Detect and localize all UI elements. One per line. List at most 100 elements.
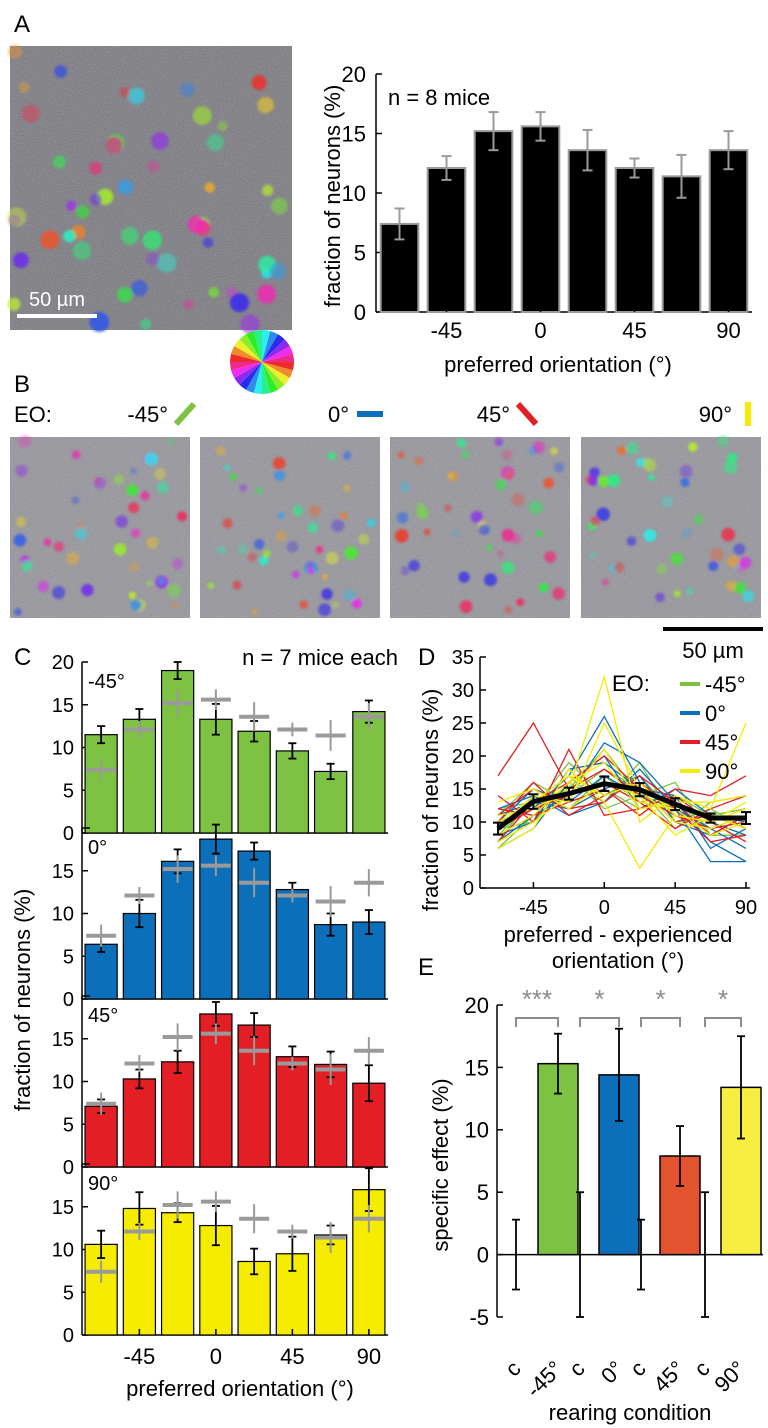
neuron (12, 252, 29, 269)
neuron (240, 314, 260, 334)
bar (275, 888, 310, 1000)
annotation: n = 8 mice (388, 85, 490, 110)
y-tick-label: 20 (342, 62, 366, 87)
neuron (613, 562, 624, 573)
neuron (251, 608, 258, 616)
neuron (89, 193, 102, 206)
bar (275, 750, 310, 834)
y-tick-label: 5 (63, 1114, 74, 1136)
neuron (154, 467, 167, 480)
neuron (458, 571, 470, 583)
bar (199, 718, 233, 834)
neuron (179, 82, 195, 98)
y-tick-label: 15 (465, 1055, 489, 1080)
neuron (15, 464, 28, 477)
neuron (239, 484, 247, 492)
bar (537, 1062, 579, 1256)
neuron (144, 452, 158, 466)
neuron (529, 500, 543, 515)
neuron (172, 557, 184, 569)
neuron (269, 262, 287, 280)
wheel-segment (262, 331, 278, 362)
neuron (643, 529, 657, 542)
neuron (723, 460, 738, 475)
orientation-color-wheel (230, 330, 294, 394)
neuron (206, 133, 224, 152)
significance-bracket (579, 1017, 620, 1027)
neuron (130, 467, 138, 475)
neuron (307, 567, 314, 575)
wheel-segment (262, 353, 294, 362)
neuron (7, 297, 21, 311)
neuron (501, 449, 513, 461)
bar (84, 734, 118, 834)
x-tick-label: c (500, 1356, 525, 1381)
bar (237, 730, 271, 834)
neuron (721, 527, 735, 542)
neuron (286, 540, 299, 553)
neuron (157, 577, 166, 585)
neuron (400, 566, 410, 576)
neuron (423, 528, 431, 536)
panel-label-b: B (14, 371, 30, 398)
neuron (327, 451, 337, 461)
neuron (539, 583, 549, 593)
y-tick-label: -5 (469, 1305, 489, 1330)
neuron (544, 551, 557, 563)
significance-stars: *** (522, 984, 552, 1014)
annotation: n = 7 mice each (242, 645, 398, 670)
scale-bar-a-label: 50 µm (29, 289, 85, 311)
neuron (318, 603, 332, 617)
x-tick-label: 45 (280, 1344, 304, 1369)
neuron (217, 120, 228, 132)
neuron (237, 544, 248, 555)
y-tick-label: 20 (465, 993, 489, 1018)
wheel-segment (262, 362, 290, 385)
neuron (306, 561, 314, 569)
neuron (478, 524, 490, 535)
neuron (120, 227, 139, 245)
neuron (15, 516, 27, 528)
y-tick-label: 35 (452, 647, 474, 669)
neuron (588, 475, 599, 486)
y-tick-label: 0 (63, 989, 74, 1011)
neuron (597, 475, 610, 487)
subplot-c: 0 5 10 15 20 -45° (52, 652, 388, 845)
wheel-segment (262, 346, 293, 362)
neuron (309, 505, 321, 517)
neuron (118, 179, 133, 195)
series-line (497, 748, 747, 843)
neuron (140, 318, 152, 330)
wheel-segment (262, 334, 285, 362)
neuron (130, 528, 141, 538)
neuron (71, 496, 80, 505)
chart-a: 0 5 10 15 20 -45 0 45 90 preferred orientation (°… (320, 62, 752, 377)
significance-bracket (515, 1017, 559, 1027)
neuron (554, 462, 565, 473)
y-tick-label: 20 (52, 652, 74, 674)
neuron (733, 563, 740, 570)
neuron (484, 573, 497, 587)
bar (426, 167, 467, 313)
neuron (140, 491, 150, 501)
x-tick-label: 90 (716, 318, 740, 343)
neuron (679, 464, 693, 478)
neuron (351, 598, 362, 609)
neuron (208, 286, 220, 298)
neuron (65, 200, 77, 212)
neuron (734, 582, 747, 594)
neuron (6, 207, 27, 227)
neuron (673, 590, 681, 598)
neuron (74, 527, 87, 540)
neuron (146, 580, 153, 587)
neuron (396, 511, 409, 524)
neuron (128, 502, 140, 514)
neuron (501, 561, 515, 575)
micrograph-b (390, 437, 570, 618)
y-tick-label: 5 (63, 780, 74, 802)
neuron (13, 534, 27, 547)
chart-c: n = 7 mice each 0 5 10 15 20 -45° 0 5 10 15 0° 0 5 10 1… (10, 645, 398, 1401)
bar (352, 710, 386, 834)
neuron (223, 464, 231, 471)
